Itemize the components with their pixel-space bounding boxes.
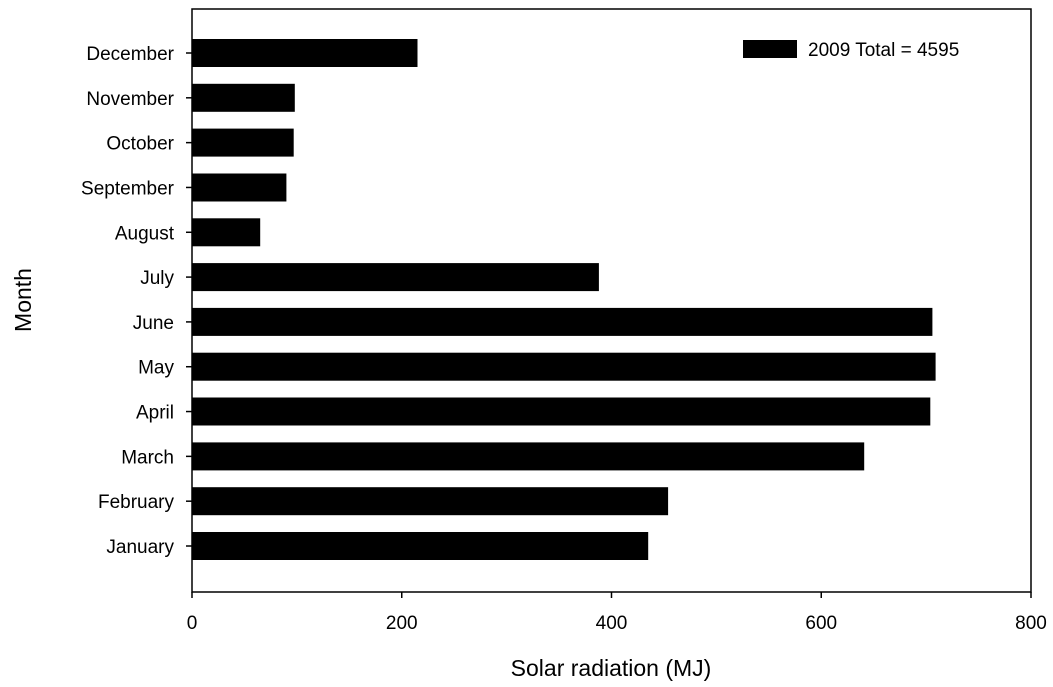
bar-march	[192, 442, 865, 471]
x-tick-label: 600	[805, 613, 837, 634]
y-axis: January February March April May June July Augu…	[81, 44, 192, 558]
bar-july	[192, 263, 599, 292]
x-axis: 0 200 400 600 800	[187, 592, 1047, 634]
y-tick-label: March	[121, 447, 174, 468]
bar-august	[192, 218, 261, 247]
legend: 2009 Total = 4595	[743, 40, 959, 61]
bar-october	[192, 128, 294, 157]
bar-january	[192, 532, 649, 560]
y-tick-label: September	[81, 178, 175, 199]
bar-february	[192, 487, 669, 516]
y-tick-label: May	[138, 358, 174, 379]
bar-june	[192, 307, 933, 336]
bars-group	[192, 39, 936, 560]
x-tick-label: 800	[1015, 613, 1047, 634]
bar-may	[192, 352, 936, 381]
x-tick-label: 200	[386, 613, 418, 634]
x-axis-title: Solar radiation (MJ)	[511, 655, 712, 681]
x-tick-label: 400	[596, 613, 628, 634]
x-tick-label: 0	[187, 613, 198, 634]
y-tick-label: July	[140, 268, 174, 289]
y-axis-title: Month	[10, 268, 36, 332]
y-tick-label: October	[106, 134, 174, 155]
legend-label: 2009 Total = 4595	[808, 40, 959, 61]
y-tick-label: November	[86, 89, 174, 110]
y-tick-label: April	[136, 403, 174, 424]
y-tick-label: June	[133, 313, 174, 334]
legend-swatch	[743, 40, 797, 58]
y-tick-label: August	[115, 223, 175, 244]
y-tick-label: January	[106, 537, 174, 558]
bar-april	[192, 397, 931, 426]
bar-november	[192, 83, 295, 112]
bar-december	[192, 39, 418, 67]
y-tick-label: February	[98, 492, 175, 513]
bar-september	[192, 173, 287, 202]
y-tick-label: December	[86, 44, 174, 65]
